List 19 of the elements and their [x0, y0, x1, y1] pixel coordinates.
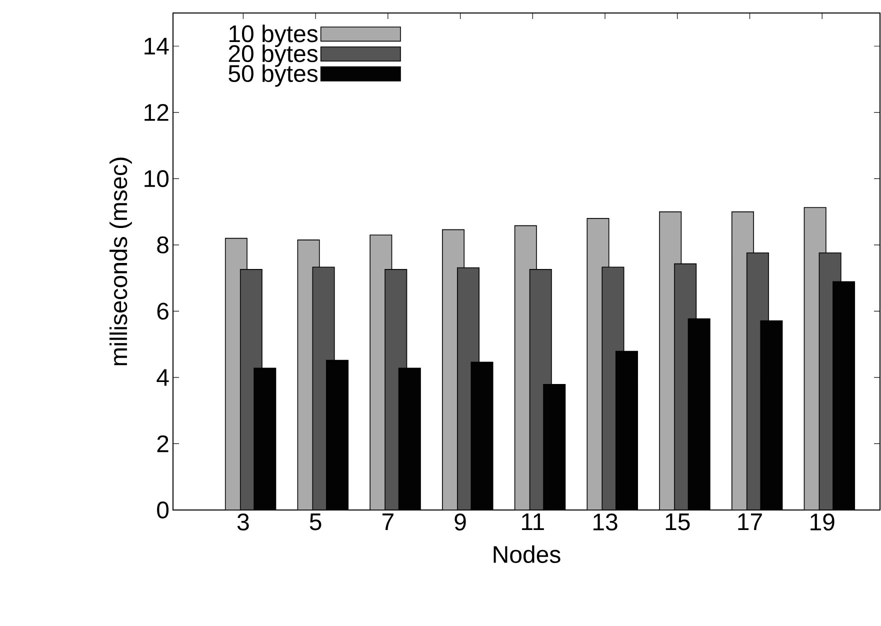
x-tick-label: 17	[738, 514, 762, 530]
x-tick-label: 9	[454, 514, 466, 531]
y-tick-label: 4	[156, 369, 169, 386]
x-tick-label: 11	[522, 514, 544, 530]
y-tick-label: 10	[144, 170, 169, 188]
x-tick-label: 3	[237, 514, 249, 531]
x-tick-label: 13	[594, 514, 618, 531]
y-tick-label: 14	[144, 38, 169, 54]
y-tick-label: 2	[157, 435, 168, 452]
x-axis-title: Nodes	[494, 545, 560, 564]
y-tick-label: 0	[157, 502, 169, 518]
x-tick-label: 7	[382, 514, 394, 530]
y-tick-label: 8	[157, 236, 168, 254]
y-axis-title: milliseconds (msec)	[110, 158, 132, 366]
y-tick-label: 6	[157, 302, 168, 320]
x-tick-label: 15	[666, 514, 690, 530]
y-tick-label: 12	[144, 104, 168, 121]
x-tick-label: 19	[810, 514, 834, 531]
x-tick-label: 5	[310, 514, 322, 530]
